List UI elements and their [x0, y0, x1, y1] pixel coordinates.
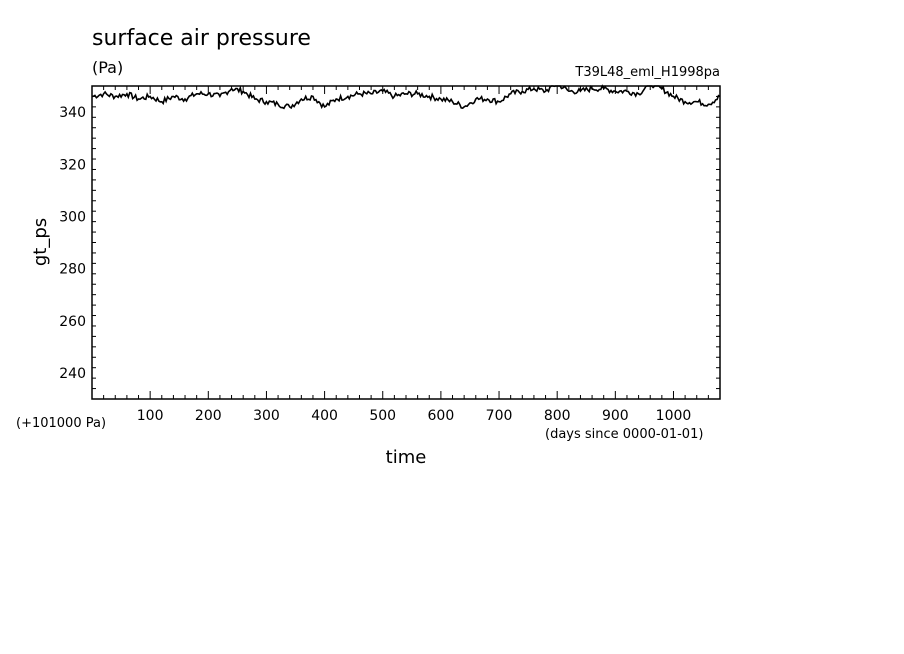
x-axis-label: time	[386, 447, 427, 468]
y-tick-label: 240	[59, 366, 86, 382]
axis-ticks	[92, 86, 720, 399]
plot-frame	[91, 85, 721, 400]
x-tick-label: 500	[369, 408, 396, 424]
x-tick-label: 100	[137, 408, 164, 424]
y-tick-label: 340	[59, 105, 86, 121]
x-tick-label: 600	[428, 408, 455, 424]
y-tick-labels: 240 260 280 300 320 340	[59, 105, 86, 382]
x-tick-label: 800	[544, 408, 571, 424]
series-line	[91, 84, 721, 110]
y-tick-label: 300	[59, 209, 86, 225]
y-axis-label: gt_ps	[30, 218, 51, 266]
experiment-label: T39L48_eml_H1998pa	[574, 65, 720, 80]
y-tick-label: 260	[59, 314, 86, 330]
x-tick-labels: 100 200 300 400 500 600 700 800 900 1000	[137, 408, 692, 424]
x-tick-label: 1000	[656, 408, 692, 424]
x-tick-label: 400	[311, 408, 338, 424]
y-tick-label: 320	[59, 157, 86, 173]
chart-units: (Pa)	[92, 58, 123, 77]
x-tick-label: 300	[253, 408, 280, 424]
x-tick-label: 200	[195, 408, 222, 424]
x-tick-label: 700	[486, 408, 513, 424]
x-units-label: (days since 0000-01-01)	[545, 427, 703, 442]
y-offset-label: (+101000 Pa)	[16, 416, 106, 431]
x-tick-label: 900	[602, 408, 629, 424]
chart-title: surface air pressure	[92, 26, 311, 51]
y-tick-label: 280	[59, 262, 86, 278]
